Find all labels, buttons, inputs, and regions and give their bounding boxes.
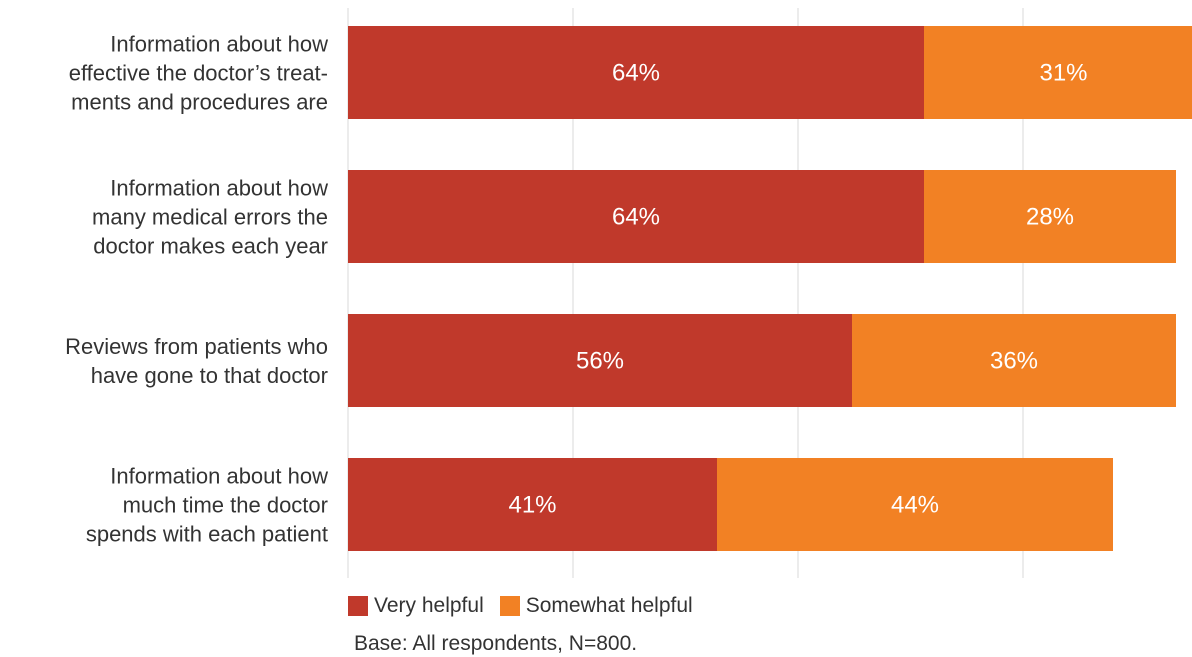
category-label: ments and procedures are — [71, 90, 328, 115]
category-label: effective the doctor’s treat- — [69, 61, 328, 86]
category-label: have gone to that doctor — [91, 363, 328, 388]
category-label: doctor makes each year — [93, 234, 328, 259]
category-label: Reviews from patients who — [65, 334, 328, 359]
bar-segment-somewhat-helpful — [852, 314, 1176, 407]
bar-segment-somewhat-helpful — [924, 170, 1176, 263]
legend-item-very-helpful: Very helpful — [348, 594, 484, 618]
bar-segment-very-helpful — [348, 26, 924, 119]
data-label: 56% — [576, 348, 624, 375]
category-label: Information about how — [110, 464, 328, 489]
bar-segment-very-helpful — [348, 458, 717, 551]
bar-segment-somewhat-helpful — [717, 458, 1113, 551]
data-label: 64% — [612, 60, 660, 87]
legend-label: Somewhat helpful — [525, 594, 693, 617]
category-label: Information about how — [110, 176, 328, 201]
data-label: 44% — [891, 492, 939, 519]
bar-segment-somewhat-helpful — [924, 26, 1192, 119]
category-label: Information about how — [110, 32, 328, 57]
bar-segment-very-helpful — [348, 170, 924, 263]
legend-swatch — [348, 596, 368, 616]
data-label: 41% — [508, 492, 556, 519]
bar-segment-very-helpful — [348, 314, 852, 407]
data-label: 64% — [612, 204, 660, 231]
legend-swatch — [499, 596, 520, 616]
legend-label: Very helpful — [374, 594, 484, 617]
legend-item-somewhat-helpful: Somewhat helpful — [499, 594, 693, 618]
category-labels: Information about how effective the docto… — [65, 32, 328, 547]
legend: Very helpful Somewhat helpful — [348, 594, 693, 618]
category-label: much time the doctor — [123, 493, 328, 518]
category-label: many medical errors the — [92, 205, 328, 230]
stacked-bar-chart: 64% 31% 64% 28% 56% 36% 41% 44% Information abo… — [65, 8, 1192, 578]
data-label: 28% — [1026, 204, 1074, 231]
category-label: spends with each patient — [86, 522, 328, 547]
data-label: 36% — [990, 348, 1038, 375]
base-note: Base: All respondents, N=800. — [354, 632, 638, 655]
data-label: 31% — [1039, 60, 1087, 87]
bars: 64% 31% 64% 28% 56% 36% 41% 44% — [348, 26, 1192, 551]
